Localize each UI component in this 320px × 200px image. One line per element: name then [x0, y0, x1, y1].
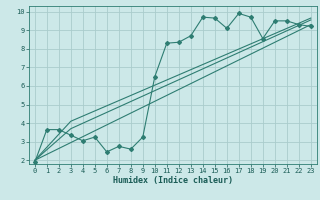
X-axis label: Humidex (Indice chaleur): Humidex (Indice chaleur): [113, 176, 233, 185]
